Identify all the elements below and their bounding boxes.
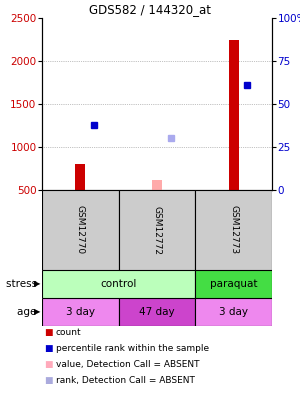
Bar [152,180,162,190]
Text: control: control [100,279,137,289]
Bar [195,270,272,298]
Text: 3 day: 3 day [219,307,248,317]
Text: GDS582 / 144320_at: GDS582 / 144320_at [89,3,211,16]
Bar [75,164,85,190]
Bar [42,190,119,270]
Bar [119,298,195,326]
Text: GSM12770: GSM12770 [76,205,85,255]
Text: ▶: ▶ [34,279,40,288]
Text: 47 day: 47 day [139,307,175,317]
Text: count: count [56,328,82,337]
Text: rank, Detection Call = ABSENT: rank, Detection Call = ABSENT [56,376,195,385]
Text: GSM12772: GSM12772 [152,205,161,254]
Bar [42,270,195,298]
Bar [119,190,195,270]
Text: value, Detection Call = ABSENT: value, Detection Call = ABSENT [56,360,200,369]
Text: ▶: ▶ [34,307,40,316]
Bar [229,40,239,190]
Text: 3 day: 3 day [66,307,95,317]
Text: ■: ■ [44,360,52,369]
Text: ■: ■ [44,376,52,385]
Text: ■: ■ [44,328,52,337]
Text: stress: stress [6,279,40,289]
Bar [195,298,272,326]
Bar [42,298,119,326]
Text: age: age [17,307,40,317]
Bar [195,190,272,270]
Text: paraquat: paraquat [210,279,257,289]
Text: percentile rank within the sample: percentile rank within the sample [56,344,209,353]
Text: GSM12773: GSM12773 [229,205,238,255]
Text: ■: ■ [44,344,52,353]
